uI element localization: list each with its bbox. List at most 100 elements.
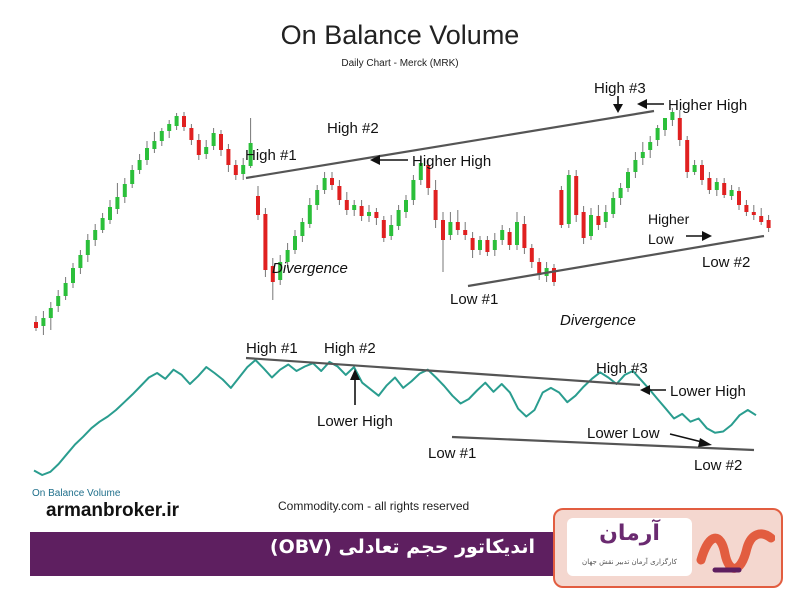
candle-body [737,191,741,205]
candle-body [330,178,334,185]
candle-body [174,116,179,126]
candle-body [448,222,453,235]
copyright-text: Commodity.com - all rights reserved [278,499,470,513]
candle-body [263,214,268,270]
candle-body [63,283,68,296]
candle-body [663,118,667,130]
candle-body [478,240,482,250]
candle-body [93,230,98,240]
candle-body [115,197,120,209]
candle-body [677,118,682,140]
candle-body [692,165,697,172]
candle-body [56,296,61,306]
candle-body [285,250,290,262]
price-higher-high-label-a: Higher High [412,153,491,170]
candle-body [34,322,38,328]
candle-body [167,124,172,131]
arrow-head-higher-high-a [370,155,380,165]
candle-body [226,149,231,165]
candle-body [248,143,253,166]
candle-body [522,224,527,248]
candle-body [337,186,342,200]
candle-body [130,170,135,184]
candle-body [596,216,601,225]
obv-lower-high-label-a: Lower High [317,413,393,430]
candle-body [270,266,275,282]
candle-body [404,200,408,212]
obv-line [33,359,757,476]
obv-low2-label: Low #2 [694,457,742,474]
arrow-head-lower-low [698,438,712,447]
obv-lower-high-label-b: Lower High [670,383,746,400]
candle-body [71,268,75,283]
candle-body [603,212,608,222]
candle-body [670,112,675,120]
candle-body [152,141,157,149]
candle-body [344,200,349,210]
candle-body [233,165,238,175]
price-divergence-label-b: Divergence [560,312,636,329]
candle-body [640,152,645,158]
candle-body [293,236,297,250]
candle-body [566,175,571,224]
candle-body [655,128,660,140]
brand-name: آرمان [599,521,660,546]
brand-logo-panel [567,518,692,576]
candle-body [507,232,512,245]
price-low1-label: Low #1 [450,291,498,308]
candle-body [315,190,320,205]
candle-body [618,188,623,198]
price-divergence-label-a: Divergence [272,260,348,277]
candle-body [137,160,142,170]
candle-body [322,178,327,190]
candle-body [500,230,505,240]
candle-body [589,215,593,236]
price-high3-label: High #3 [594,80,646,97]
obv-support-trendline [451,435,755,452]
candle-body [714,182,719,190]
obv-high1-label: High #1 [246,340,298,357]
candle-body [367,212,371,216]
candle-body [626,172,630,188]
candle-body [359,206,364,216]
candle-body [381,220,386,238]
obv-high2-label: High #2 [324,340,376,357]
candle-body [581,212,586,238]
arrow-head-lower-high-b [640,385,650,395]
arrow-head-higher-low [702,231,712,241]
candle-body [492,240,497,250]
candle-body [78,255,83,268]
obv-indicator-label: On Balance Volume [32,488,121,499]
brand-logo-icon [696,529,775,573]
price-higher-low-label-line1: Higher [648,211,690,227]
candle-body [633,160,638,172]
candle-body [374,212,379,218]
obv-resistance-trendline [245,356,641,387]
price-resistance-trendline [245,109,655,180]
brand-slogan: کارگزاری آرمان تدبیر نقش جهان [582,558,677,566]
candle-body [463,230,468,235]
candle-body [685,140,690,172]
candle-body [100,218,105,230]
candle-body [85,240,90,255]
candle-body [529,248,534,262]
candle-body [204,147,209,154]
candle-body [48,308,53,318]
candle-body [108,207,112,220]
candle-body [574,176,579,215]
candle-body [455,222,460,230]
candle-body [411,180,416,200]
candle-body [433,190,438,220]
chart-subtitle: Daily Chart - Merck (MRK) [341,58,459,69]
candle-body [219,134,223,150]
arrow-head-high3 [613,104,623,113]
candle-body [485,240,490,252]
candle-body [700,165,704,180]
candle-body [515,222,519,245]
price-high1-label: High #1 [245,147,297,164]
obv-lower-low-label: Lower Low [587,425,660,442]
arrow-shaft-lower-low [669,433,703,443]
candle-body [611,198,616,214]
site-url[interactable]: armanbroker.ir [46,500,180,521]
